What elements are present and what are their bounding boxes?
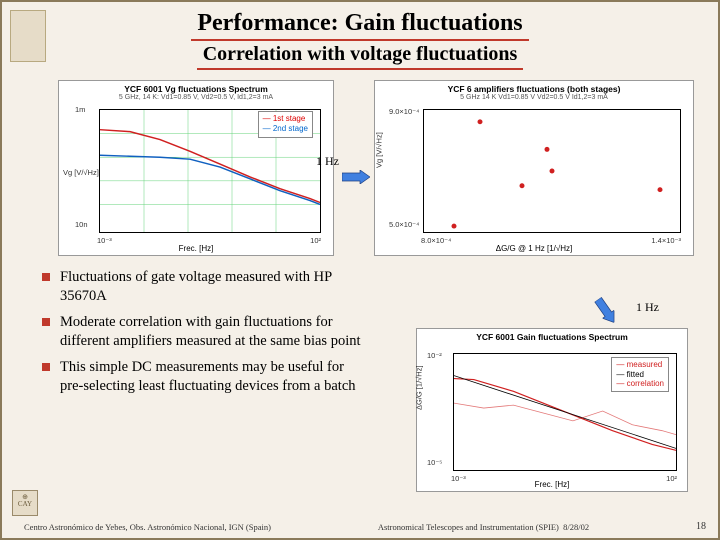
ytick: 1m	[75, 105, 85, 114]
xtick: 10²	[666, 474, 677, 483]
xtick: 10²	[310, 236, 321, 245]
chart-title: YCF 6001 Gain fluctuations Spectrum	[417, 329, 687, 342]
xtick: 10⁻³	[451, 474, 466, 483]
footer-mid: Astronomical Telescopes and Instrumentat…	[378, 522, 589, 532]
legend-item: measured	[627, 360, 663, 369]
bullet-item: Fluctuations of gate voltage measured wi…	[38, 268, 368, 305]
footer: Centro Astronómico de Yebes, Obs. Astron…	[24, 521, 706, 532]
arrow-icon	[342, 170, 370, 184]
bullet-item: Moderate correlation with gain fluctuati…	[38, 313, 368, 350]
footer-left: Centro Astronómico de Yebes, Obs. Astron…	[24, 522, 271, 532]
ytick: 10⁻⁵	[427, 458, 442, 467]
y-axis-label: ΔG/G [1/√Hz]	[415, 365, 424, 410]
title-block: Performance: Gain fluctuations Correlati…	[2, 2, 718, 70]
chart-gain-spectrum: YCF 6001 Gain fluctuations Spectrum — me…	[416, 328, 688, 492]
hz-annotation: 1 Hz	[316, 154, 339, 169]
legend-item: fitted	[627, 370, 644, 379]
chart-scatter-correlation: YCF 6 amplifiers fluctuations (both stag…	[374, 80, 694, 256]
ytick: 10n	[75, 220, 88, 229]
ytick: 9.0×10⁻⁴	[389, 107, 419, 116]
xtick: 8.0×10⁻⁴	[421, 236, 451, 245]
slide: Performance: Gain fluctuations Correlati…	[0, 0, 720, 540]
slide-subtitle: Correlation with voltage fluctuations	[197, 43, 524, 70]
decor-box	[10, 10, 46, 62]
chart-svg	[424, 110, 680, 232]
legend: — measured — fitted — correlation	[611, 357, 669, 392]
org-logo: ⊕CAY	[12, 490, 38, 516]
chart-title: YCF 6001 Vg fluctuations Spectrum	[59, 81, 333, 94]
slide-title: Performance: Gain fluctuations	[191, 10, 528, 41]
chart-vg-spectrum: YCF 6001 Vg fluctuations Spectrum 5 GHz,…	[58, 80, 334, 256]
legend: — 1st stage — 2nd stage	[258, 111, 313, 138]
bullet-list: Fluctuations of gate voltage measured wi…	[38, 268, 368, 403]
hz-annotation: 1 Hz	[636, 300, 659, 315]
chart-subtitle: 5 GHz, 14 K: Vd1=0.85 V, Vd2=0.5 V, Id1,…	[59, 94, 333, 101]
plot-area	[423, 109, 681, 233]
legend-item: 2nd stage	[273, 124, 308, 133]
x-axis-label: ΔG/G @ 1 Hz [1/√Hz]	[375, 244, 693, 253]
chart-subtitle: 5 GHz 14 K Vd1=0.85 V Vd2=0.5 V Id1,2=3 …	[375, 94, 693, 101]
xtick: 10⁻³	[97, 236, 112, 245]
ytick: 10⁻²	[427, 351, 442, 360]
xtick: 1.4×10⁻³	[651, 236, 681, 245]
chart-title: YCF 6 amplifiers fluctuations (both stag…	[375, 81, 693, 94]
y-axis-label: Vg [V/√Hz]	[63, 168, 99, 177]
x-axis-label: Frec. [Hz]	[59, 244, 333, 253]
legend-item: 1st stage	[273, 114, 305, 123]
arrow-icon	[592, 296, 620, 327]
bullet-item: This simple DC measurements may be usefu…	[38, 358, 368, 395]
page-number: 18	[696, 521, 706, 532]
y-axis-label: Vg [V/√Hz]	[375, 132, 384, 168]
ytick: 5.0×10⁻⁴	[389, 220, 419, 229]
legend-item: correlation	[627, 379, 664, 388]
